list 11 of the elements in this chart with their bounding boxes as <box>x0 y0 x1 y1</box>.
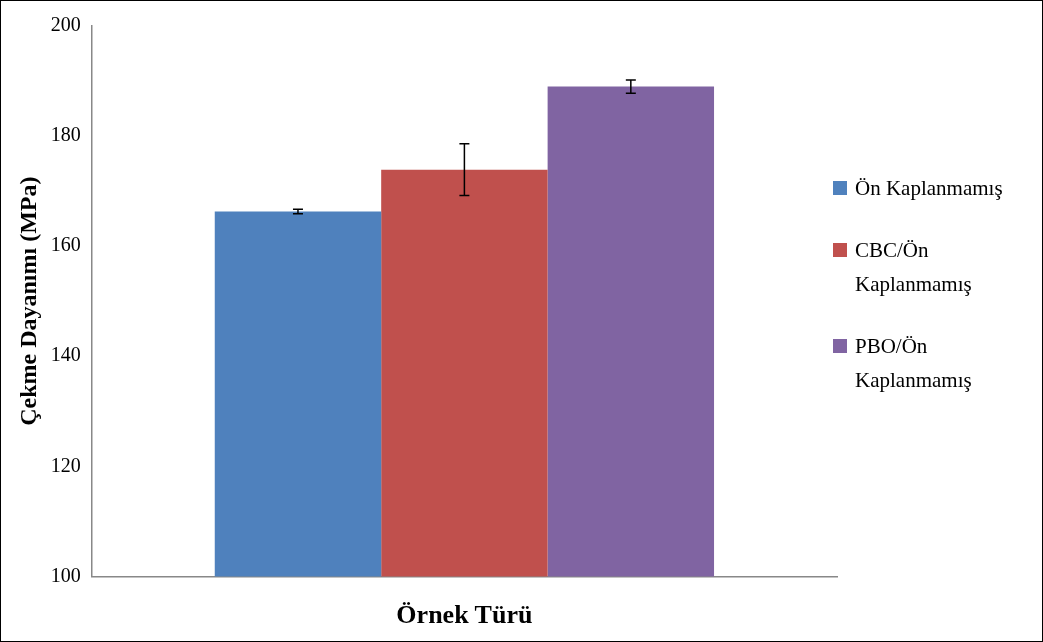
y-tick-label: 140 <box>50 343 81 366</box>
y-tick-label: 120 <box>50 453 81 476</box>
legend-label: PBO/Ön Kaplanmamış <box>855 333 973 394</box>
y-axis-title: Çekme Dayanımı (MPa) <box>14 176 41 426</box>
y-tick-label: 180 <box>50 123 81 146</box>
x-axis-title: Örnek Türü <box>396 600 533 630</box>
y-tick-label: 200 <box>50 13 81 36</box>
y-tick-label: 160 <box>50 233 81 256</box>
legend-label: Ön Kaplanmamış <box>855 175 1004 202</box>
y-tick-label: 100 <box>50 563 81 586</box>
legend-label: CBC/Ön Kaplanmamış <box>855 237 973 298</box>
